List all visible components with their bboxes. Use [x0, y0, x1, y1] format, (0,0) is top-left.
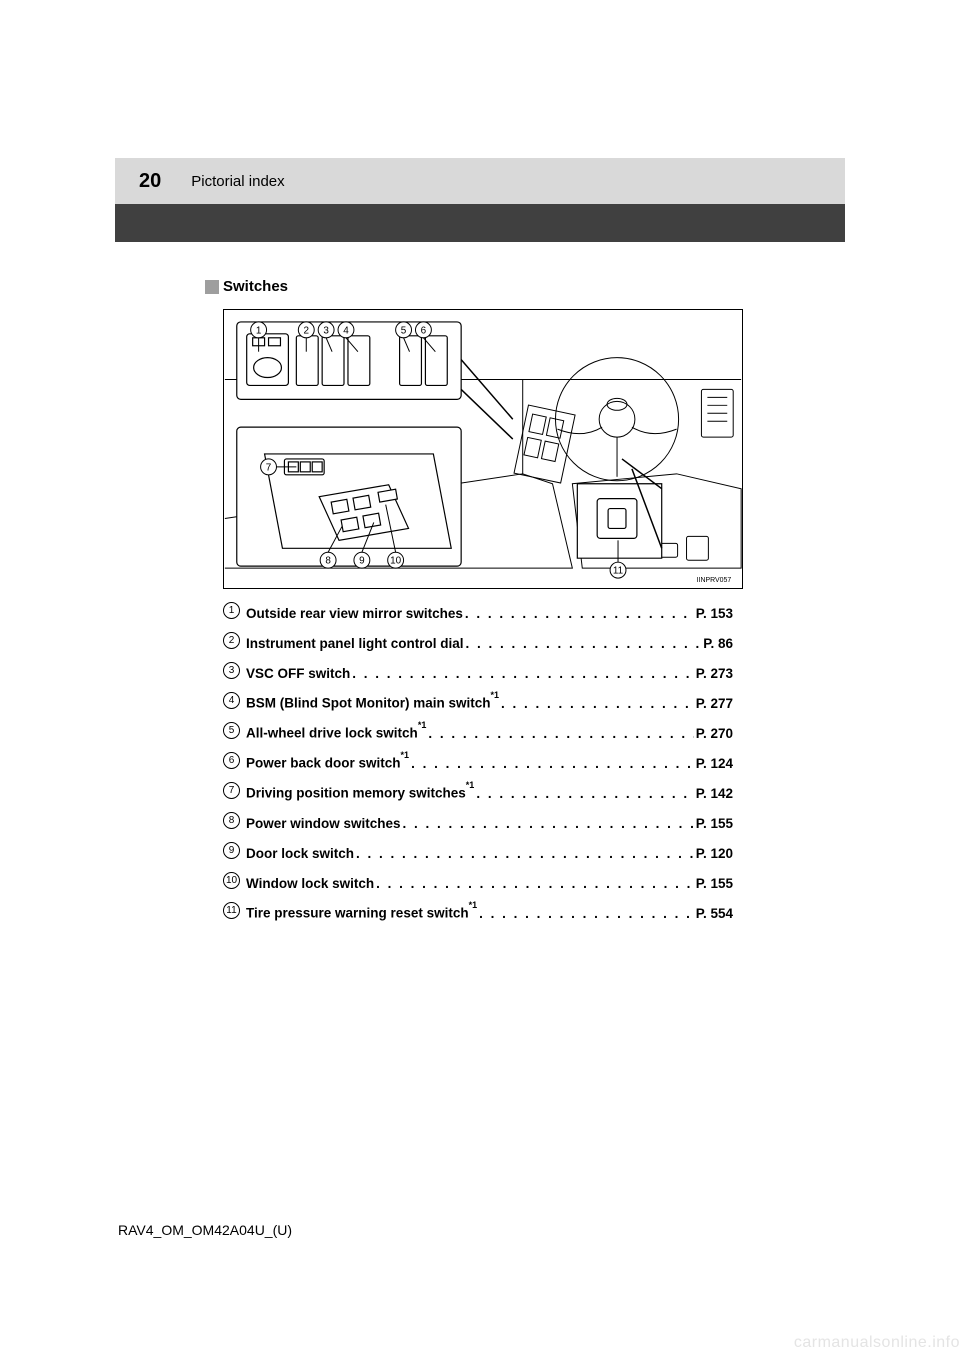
leader-dots — [428, 727, 693, 740]
item-page: P. 554 — [696, 907, 733, 921]
section-title: Pictorial index — [191, 173, 284, 190]
svg-text:9: 9 — [359, 556, 365, 567]
diagram-svg: 1 2 3 4 5 6 7 8 9 10 11 IINPRV057 — [224, 310, 742, 588]
item-label: Window lock switch — [246, 877, 374, 891]
item-num: 9 — [223, 842, 240, 859]
item-num: 2 — [223, 632, 240, 649]
svg-text:2: 2 — [304, 325, 310, 336]
item-page: P. 155 — [696, 817, 733, 831]
item-num: 11 — [223, 902, 240, 919]
svg-text:1: 1 — [256, 325, 262, 336]
item-num: 6 — [223, 752, 240, 769]
leader-dots — [501, 697, 694, 710]
leader-dots — [479, 907, 694, 920]
index-row-8: 8 Power window switches P. 155 — [223, 813, 733, 830]
item-page: P. 153 — [696, 607, 733, 621]
item-label: Driving position memory switches*1 — [246, 785, 474, 800]
leader-dots — [411, 757, 694, 770]
item-page: P. 120 — [696, 847, 733, 861]
index-row-1: 1 Outside rear view mirror switches P. 1… — [223, 603, 733, 620]
svg-text:5: 5 — [401, 325, 407, 336]
index-row-5: 5 All-wheel drive lock switch*1 P. 270 — [223, 723, 733, 740]
item-page: P. 142 — [696, 787, 733, 801]
svg-text:3: 3 — [323, 325, 329, 336]
item-label: BSM (Blind Spot Monitor) main switch*1 — [246, 695, 499, 710]
page-number: 20 — [139, 170, 161, 193]
item-num: 8 — [223, 812, 240, 829]
item-num: 1 — [223, 602, 240, 619]
item-label: Door lock switch — [246, 847, 354, 861]
leader-dots — [476, 787, 693, 800]
diagram-code: IINPRV057 — [697, 577, 732, 584]
leader-dots — [356, 847, 694, 860]
svg-text:4: 4 — [343, 325, 349, 336]
item-label: Power window switches — [246, 817, 401, 831]
item-page: P. 270 — [696, 727, 733, 741]
item-num: 10 — [223, 872, 240, 889]
item-label: VSC OFF switch — [246, 667, 350, 681]
footer-code: RAV4_OM_OM42A04U_(U) — [118, 1222, 292, 1238]
heading-square-icon — [205, 280, 219, 294]
svg-text:7: 7 — [266, 462, 272, 473]
heading-text: Switches — [223, 278, 288, 295]
item-page: P. 124 — [696, 757, 733, 771]
svg-text:10: 10 — [390, 556, 402, 567]
index-row-10: 10 Window lock switch P. 155 — [223, 873, 733, 890]
index-row-2: 2 Instrument panel light control dial P.… — [223, 633, 733, 650]
switches-diagram: 1 2 3 4 5 6 7 8 9 10 11 IINPRV057 — [223, 309, 743, 589]
index-list: 1 Outside rear view mirror switches P. 1… — [223, 603, 733, 920]
leader-dots — [465, 607, 694, 620]
item-num: 7 — [223, 782, 240, 799]
page-header: 20 Pictorial index — [115, 158, 845, 204]
index-row-9: 9 Door lock switch P. 120 — [223, 843, 733, 860]
svg-text:8: 8 — [325, 556, 331, 567]
item-page: P. 277 — [696, 697, 733, 711]
index-row-11: 11 Tire pressure warning reset switch*1 … — [223, 903, 733, 920]
item-label: Outside rear view mirror switches — [246, 607, 463, 621]
item-label: Power back door switch*1 — [246, 755, 409, 770]
item-num: 4 — [223, 692, 240, 709]
index-row-7: 7 Driving position memory switches*1 P. … — [223, 783, 733, 800]
watermark: carmanualsonline.info — [794, 1334, 960, 1352]
item-num: 3 — [223, 662, 240, 679]
item-page: P. 86 — [703, 637, 733, 651]
leader-dots — [466, 637, 702, 650]
section-heading: Switches — [205, 278, 745, 295]
svg-text:6: 6 — [421, 325, 427, 336]
item-num: 5 — [223, 722, 240, 739]
item-label: All-wheel drive lock switch*1 — [246, 725, 426, 740]
leader-dots — [352, 667, 693, 680]
item-page: P. 273 — [696, 667, 733, 681]
item-page: P. 155 — [696, 877, 733, 891]
item-label: Instrument panel light control dial — [246, 637, 464, 651]
leader-dots — [376, 877, 694, 890]
index-row-6: 6 Power back door switch*1 P. 124 — [223, 753, 733, 770]
index-row-3: 3 VSC OFF switch P. 273 — [223, 663, 733, 680]
index-row-4: 4 BSM (Blind Spot Monitor) main switch*1… — [223, 693, 733, 710]
item-label: Tire pressure warning reset switch*1 — [246, 905, 477, 920]
leader-dots — [403, 817, 694, 830]
content-area: Switches — [205, 278, 745, 933]
header-dark-bar — [115, 204, 845, 242]
page-container: { "header": { "page_number": "20", "sect… — [0, 0, 960, 1358]
svg-text:11: 11 — [613, 566, 624, 577]
